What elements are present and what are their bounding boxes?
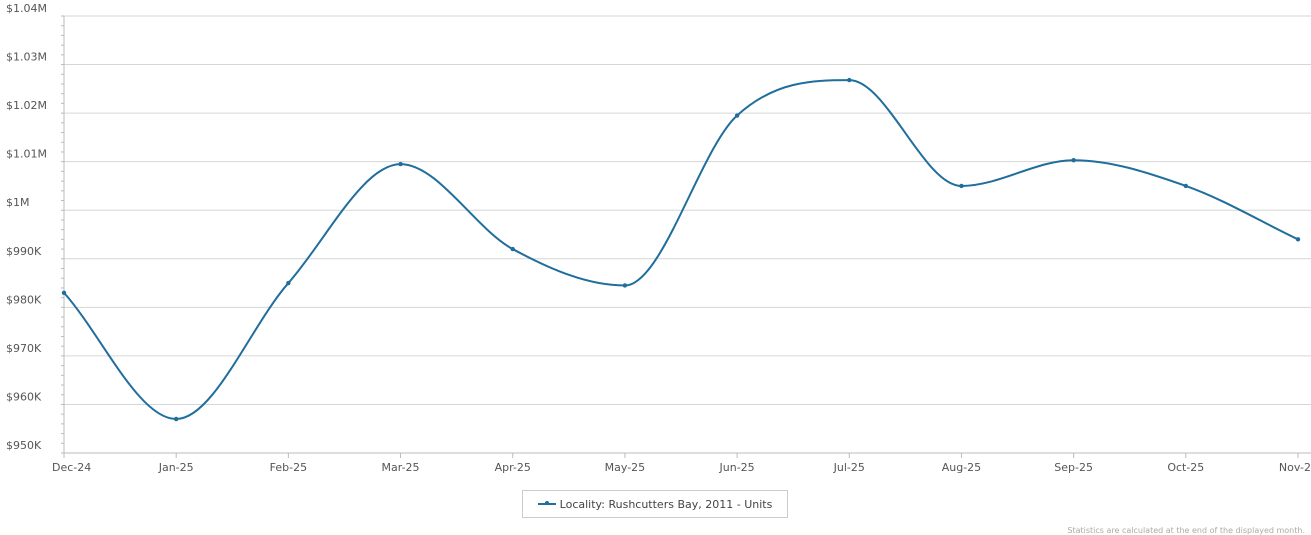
x-tick-label: Aug-25	[942, 461, 981, 474]
axes	[61, 15, 1311, 458]
line-chart: $950K $960K $970K $980K $990K $1M $1.01M $1.02M…	[6, 2, 1311, 474]
data-point	[734, 113, 740, 118]
data-point	[1071, 158, 1076, 163]
y-tick-label: $1.04M	[6, 2, 47, 15]
y-tick-label: $960K	[6, 390, 42, 403]
series-line	[63, 79, 1299, 421]
y-tick-label: $1.03M	[6, 51, 47, 64]
x-tick-labels: Dec-24 Jan-25 Feb-25 Mar-25 Apr-25 May-25 Jun-…	[52, 461, 1311, 474]
y-tick-label: $1.02M	[6, 99, 47, 112]
data-point	[173, 416, 179, 422]
x-tick-label: Sep-25	[1054, 461, 1093, 474]
x-tick-label: Jan-25	[158, 461, 194, 474]
gridlines	[64, 15, 1311, 454]
x-tick-label: Feb-25	[270, 461, 307, 474]
data-point	[1295, 237, 1301, 242]
series-lines	[63, 79, 1299, 421]
x-tick-label: Mar-25	[382, 461, 420, 474]
data-point	[286, 280, 291, 286]
y-tick-labels: $950K $960K $970K $980K $990K $1M $1.01M $1.02M…	[6, 2, 47, 452]
y-tick-label: $980K	[6, 293, 42, 306]
y-tick-label: $1M	[6, 196, 30, 209]
x-tick-label: May-25	[605, 461, 646, 474]
footnote: Statistics are calculated at the end of …	[1067, 526, 1305, 535]
data-point	[959, 183, 964, 189]
y-tick-label: $990K	[6, 245, 42, 258]
data-point	[1183, 183, 1189, 189]
x-tick-label: Apr-25	[495, 461, 531, 474]
data-point	[622, 283, 628, 288]
y-tick-label: $970K	[6, 342, 42, 355]
legend[interactable]: Locality: Rushcutters Bay, 2011 - Units	[522, 490, 788, 518]
x-tick-label: Oct-25	[1167, 461, 1204, 474]
x-tick-label: Nov-2	[1279, 461, 1311, 474]
legend-label: Locality: Rushcutters Bay, 2011 - Units	[559, 497, 773, 511]
data-point	[510, 246, 515, 252]
x-tick-label: Jul-25	[833, 461, 865, 474]
y-tick-label: $1.01M	[6, 148, 47, 161]
data-point	[847, 77, 852, 83]
data-points	[61, 77, 1301, 422]
legend-swatch-icon	[537, 501, 556, 505]
data-point	[61, 290, 67, 295]
data-point	[398, 161, 403, 167]
x-tick-label: Dec-24	[52, 461, 91, 474]
y-tick-label: $950K	[6, 439, 42, 452]
x-tick-label: Jun-25	[719, 461, 755, 474]
